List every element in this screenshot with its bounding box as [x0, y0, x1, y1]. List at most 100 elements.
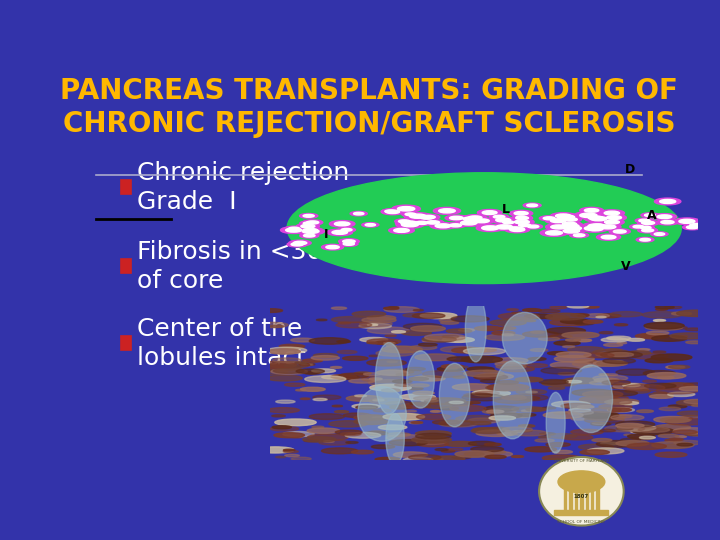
Ellipse shape: [471, 421, 491, 425]
Ellipse shape: [414, 396, 437, 400]
Ellipse shape: [591, 422, 611, 426]
Ellipse shape: [327, 229, 353, 235]
Ellipse shape: [551, 213, 576, 219]
Ellipse shape: [660, 199, 675, 204]
Ellipse shape: [307, 434, 348, 441]
Ellipse shape: [384, 210, 395, 213]
Bar: [554, 510, 608, 515]
Ellipse shape: [547, 313, 583, 319]
Ellipse shape: [476, 430, 516, 436]
Ellipse shape: [574, 212, 603, 219]
Ellipse shape: [558, 227, 585, 234]
Ellipse shape: [467, 367, 494, 372]
Ellipse shape: [341, 228, 352, 231]
Ellipse shape: [596, 441, 637, 447]
Ellipse shape: [567, 457, 593, 461]
Ellipse shape: [571, 314, 589, 316]
Ellipse shape: [516, 217, 528, 220]
Ellipse shape: [431, 456, 465, 461]
Ellipse shape: [587, 417, 598, 420]
Ellipse shape: [355, 395, 366, 397]
Ellipse shape: [584, 414, 625, 421]
Ellipse shape: [605, 220, 619, 224]
Ellipse shape: [628, 434, 655, 438]
Ellipse shape: [490, 413, 522, 418]
Ellipse shape: [611, 415, 644, 420]
Ellipse shape: [562, 222, 577, 226]
Ellipse shape: [512, 407, 544, 412]
Ellipse shape: [508, 227, 521, 230]
Ellipse shape: [652, 335, 687, 341]
Ellipse shape: [299, 363, 315, 366]
Ellipse shape: [269, 362, 310, 368]
Ellipse shape: [296, 389, 306, 391]
Ellipse shape: [411, 422, 423, 423]
Ellipse shape: [448, 448, 463, 451]
Ellipse shape: [300, 233, 319, 238]
Ellipse shape: [585, 417, 624, 423]
Ellipse shape: [502, 396, 526, 400]
Ellipse shape: [570, 233, 589, 238]
Ellipse shape: [639, 219, 650, 222]
Ellipse shape: [369, 378, 382, 380]
Ellipse shape: [405, 213, 416, 215]
Ellipse shape: [652, 214, 677, 220]
Ellipse shape: [618, 425, 656, 431]
Ellipse shape: [655, 452, 687, 457]
Ellipse shape: [464, 348, 505, 355]
Ellipse shape: [411, 220, 432, 226]
Ellipse shape: [654, 233, 665, 235]
Ellipse shape: [404, 213, 431, 220]
Ellipse shape: [442, 335, 459, 338]
Ellipse shape: [621, 438, 640, 442]
Ellipse shape: [439, 363, 470, 427]
Ellipse shape: [382, 209, 399, 213]
Ellipse shape: [271, 368, 307, 374]
Ellipse shape: [312, 369, 336, 373]
Ellipse shape: [510, 219, 534, 225]
Ellipse shape: [550, 362, 593, 368]
Ellipse shape: [435, 224, 451, 228]
Ellipse shape: [630, 225, 647, 229]
Ellipse shape: [644, 322, 684, 329]
Ellipse shape: [463, 217, 480, 221]
Ellipse shape: [550, 306, 567, 309]
Ellipse shape: [556, 222, 585, 230]
Ellipse shape: [562, 378, 599, 384]
Ellipse shape: [341, 433, 361, 436]
Ellipse shape: [560, 217, 582, 222]
Ellipse shape: [376, 350, 413, 356]
Ellipse shape: [518, 414, 536, 416]
Ellipse shape: [493, 215, 505, 218]
Ellipse shape: [354, 372, 372, 375]
Ellipse shape: [312, 395, 341, 400]
Ellipse shape: [403, 323, 441, 329]
Ellipse shape: [256, 447, 294, 453]
Ellipse shape: [673, 428, 711, 434]
Ellipse shape: [582, 391, 623, 397]
Ellipse shape: [644, 214, 655, 217]
Ellipse shape: [660, 407, 680, 410]
Ellipse shape: [489, 411, 500, 414]
Ellipse shape: [332, 231, 348, 234]
Ellipse shape: [287, 242, 307, 247]
Ellipse shape: [573, 234, 585, 237]
Ellipse shape: [365, 224, 376, 226]
Ellipse shape: [509, 395, 548, 401]
Ellipse shape: [343, 413, 371, 417]
Ellipse shape: [375, 342, 402, 414]
Ellipse shape: [499, 220, 518, 225]
Ellipse shape: [602, 380, 630, 385]
Ellipse shape: [592, 408, 621, 413]
Ellipse shape: [540, 433, 555, 435]
Ellipse shape: [364, 373, 381, 375]
Ellipse shape: [548, 352, 568, 355]
Ellipse shape: [524, 224, 542, 229]
Ellipse shape: [636, 333, 670, 339]
Ellipse shape: [416, 440, 446, 444]
Ellipse shape: [539, 337, 559, 341]
Ellipse shape: [354, 419, 388, 424]
Ellipse shape: [458, 215, 485, 222]
Ellipse shape: [310, 338, 349, 344]
Ellipse shape: [582, 222, 611, 230]
